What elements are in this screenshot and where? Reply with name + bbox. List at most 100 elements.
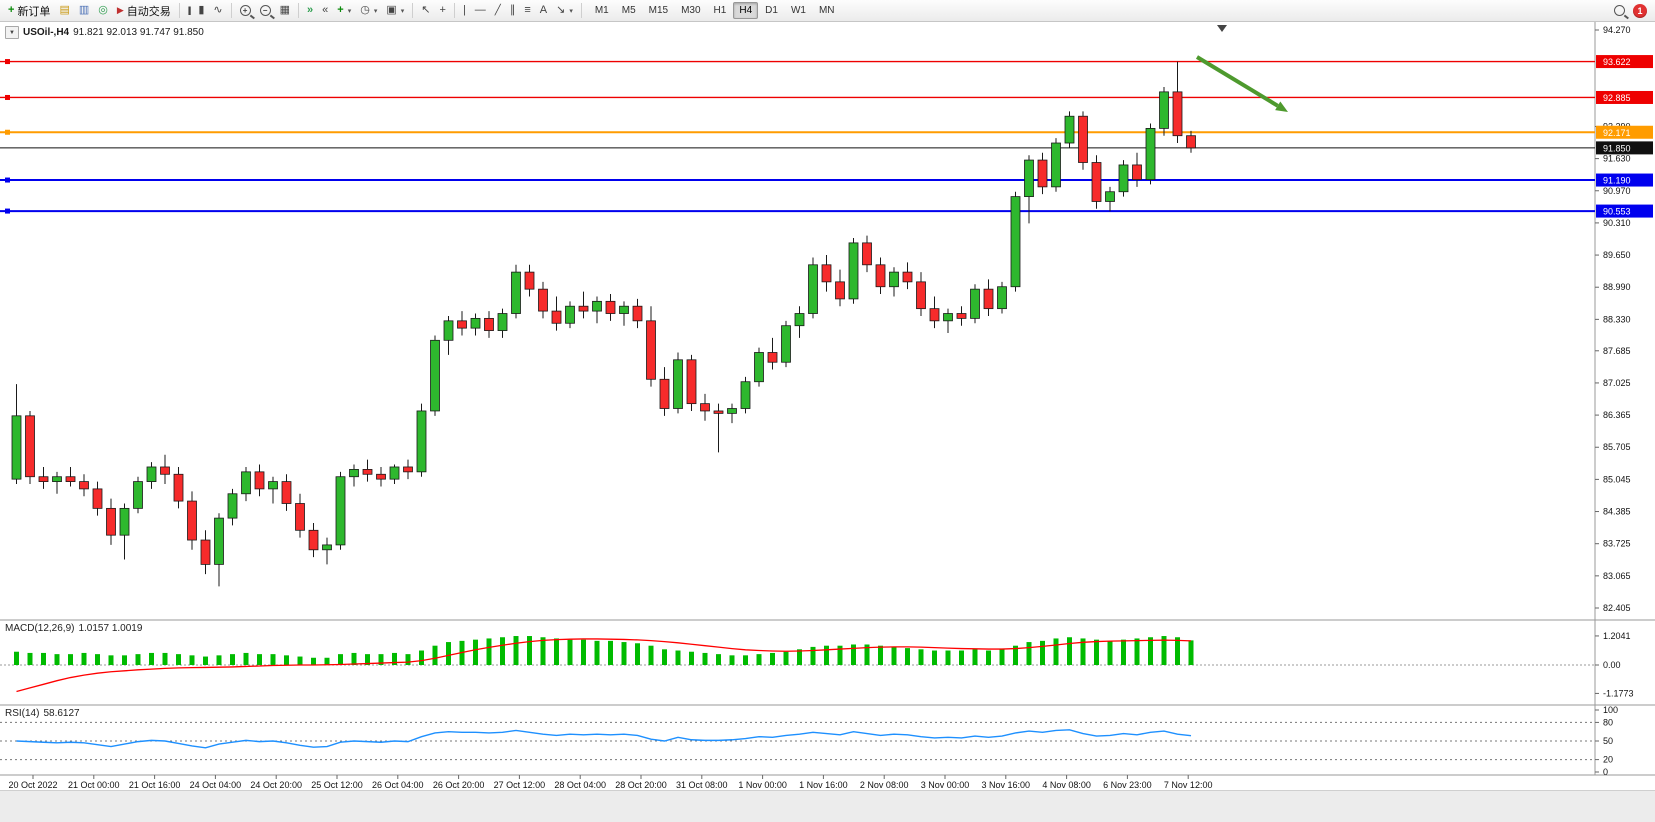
auto-trading-button-label: 自动交易 [126,5,171,18]
candle-body [389,466,400,480]
chart-window: 94.27092.29091.63090.97090.31089.65088.9… [0,22,1655,790]
zoom-in-icon[interactable]: + [236,2,255,20]
candle-body [416,410,427,473]
line-handle-92.171[interactable] [5,129,10,135]
candle-body [700,403,710,412]
timeframe-h1[interactable]: H1 [713,5,727,16]
candle-body [956,313,967,319]
zoom-out-icon[interactable]: − [256,2,275,20]
macd-bar [662,649,667,665]
horizontal-line-icon[interactable]: — [471,2,490,20]
candle-body [1172,91,1183,137]
macd-bar [932,650,937,665]
price-chart-canvas[interactable]: 94.27092.29091.63090.97090.31089.65088.9… [0,22,1655,790]
price-tick-label: 83.725 [1603,539,1631,549]
macd-tick-label: -1.1773 [1603,688,1634,698]
timeframe-m1[interactable]: M1 [594,5,609,16]
candlestick-chart-icon[interactable]: ▮ [194,2,208,20]
search-icon[interactable] [1614,5,1625,16]
timeframe-mn[interactable]: MN [818,5,835,16]
macd-bar [311,657,316,665]
macd-bar [351,652,357,665]
line-chart-icon[interactable]: ∿ [209,2,226,20]
auto-scroll-icon[interactable]: » [303,2,317,20]
line-handle-93.622[interactable] [5,59,10,65]
macd-bar [689,651,694,665]
candle-body [1186,135,1196,149]
navigator-glyph: ◎ [98,4,108,16]
macd-bar [810,646,816,665]
auto-trading-button[interactable]: ▶ 自动交易 [113,2,175,20]
line-handle-91.19[interactable] [5,177,10,183]
text-label-icon[interactable]: A [536,2,551,20]
trend-arrow-head[interactable] [1275,101,1288,112]
cursor-icon[interactable]: ↖ [417,2,434,20]
candle-body [92,488,103,509]
candle-body [443,320,454,341]
new-order-button[interactable]: + 新订单 [4,2,54,20]
time-tick-label: 28 Oct 20:00 [615,780,667,790]
candle-body [160,466,170,475]
toolbar-separator [230,3,232,18]
candlestick-glyph: ▮ [198,4,205,16]
templates-button[interactable]: ▣ ▾ [382,2,408,20]
price-tick-label: 86.365 [1603,410,1631,420]
bar-chart-icon[interactable]: ||| [184,2,194,20]
timeframe-m5[interactable]: M5 [621,5,636,16]
price-tick-label: 83.065 [1603,571,1631,581]
timeframe-h4[interactable]: H4 [733,2,759,19]
notification-badge[interactable]: 1 [1633,3,1647,18]
candle-body [1051,142,1061,188]
price-badge-label: 92.885 [1603,93,1631,103]
navigator-icon[interactable]: ◎ [94,2,112,20]
periods-button[interactable]: ◷ ▾ [356,2,381,20]
macd-bar [702,652,708,665]
channel-glyph: ∥ [509,4,516,16]
macd-bar [68,654,73,665]
macd-bar [1188,640,1194,665]
candle-body [173,473,184,502]
indicators-button[interactable]: + ▾ [333,2,355,20]
trendline-icon[interactable]: ╱ [491,2,505,20]
crosshair-icon[interactable]: + [436,2,450,20]
line-handle-92.885[interactable] [5,94,10,100]
macd-bar [27,652,33,665]
macd-bar [554,638,559,665]
macd-bar [108,655,114,665]
vertical-line-icon[interactable]: | [459,2,470,20]
vertical-line-glyph: | [462,4,466,16]
arrows-icon[interactable]: ↘ ▾ [552,2,577,20]
macd-bar [203,656,208,665]
macd-bar [378,654,384,665]
data-window-icon[interactable]: ▥ [75,2,93,20]
candle-body [673,359,683,409]
macd-bar [851,644,856,665]
channel-icon[interactable]: ∥ [506,2,520,20]
symbol-dropdown-toggle[interactable]: ▼ [5,26,19,39]
trend-arrow[interactable] [1195,55,1279,108]
timeframe-m30[interactable]: M30 [681,5,701,16]
chart-shift-icon[interactable]: « [318,2,332,20]
time-tick-label: 1 Nov 00:00 [738,780,787,790]
candle-body [1145,128,1156,180]
fibonacci-icon[interactable]: ≡ [520,2,534,20]
macd-bar [486,638,492,665]
timeframe-m15[interactable]: M15 [648,5,669,16]
macd-bar [1107,640,1113,665]
candle-body [38,476,49,482]
candle-body [740,381,751,409]
price-badge-label: 92.171 [1603,128,1631,138]
macd-bar [1161,636,1167,665]
macd-bar [770,652,775,665]
market-watch-icon[interactable]: ▤ [55,2,73,20]
macd-bar [14,651,19,665]
timeframe-w1[interactable]: W1 [790,5,806,16]
price-badge-90.553 [1596,204,1653,218]
chart-shift-marker[interactable] [1217,25,1227,32]
candle-body [848,242,859,300]
candle-body [781,325,791,363]
line-handle-90.553[interactable] [5,208,10,214]
candle-body [146,466,157,482]
tile-windows-icon[interactable]: ▦ [276,2,294,20]
timeframe-d1[interactable]: D1 [765,5,778,16]
